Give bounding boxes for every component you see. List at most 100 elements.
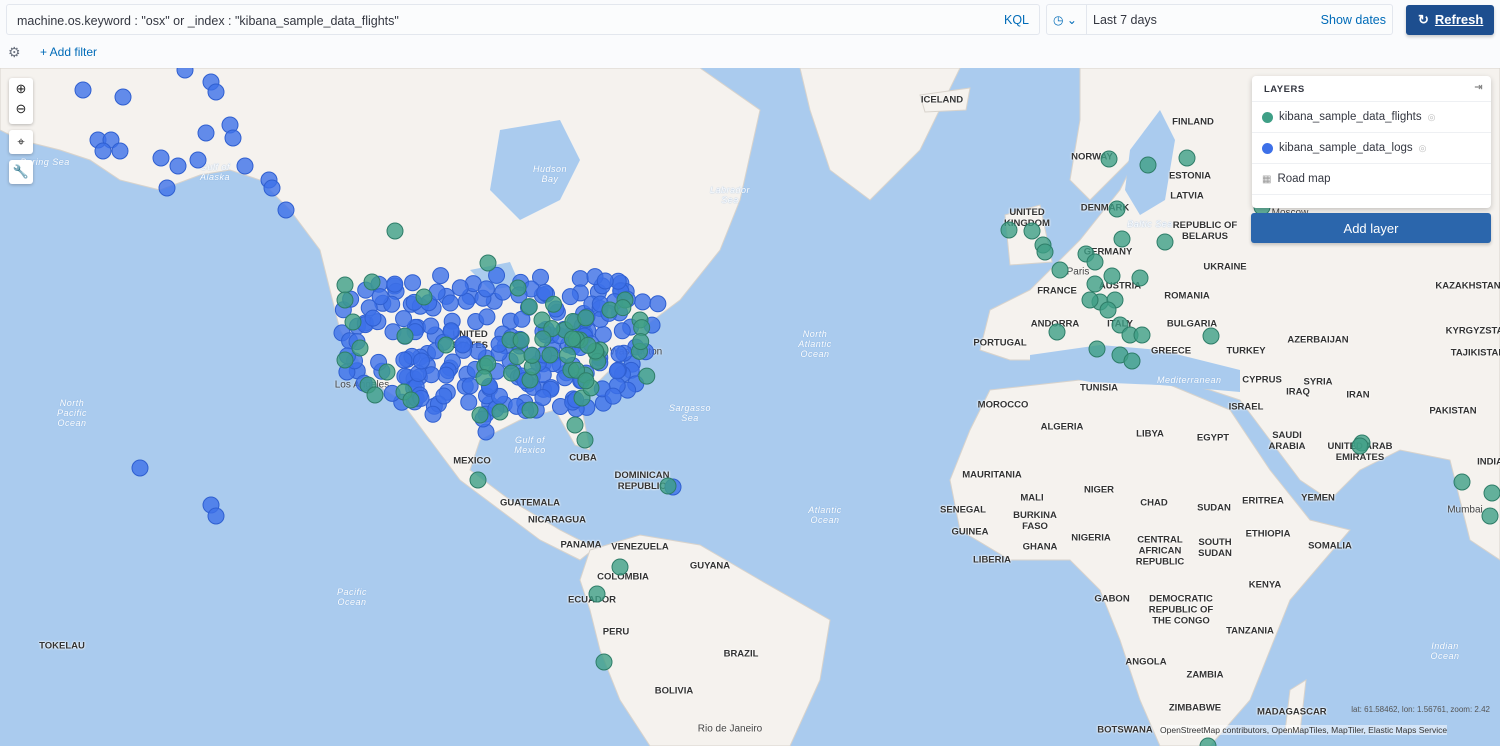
flights-point — [508, 348, 526, 366]
chevron-down-icon: ⌄ — [1066, 13, 1077, 27]
country-label: PANAMA — [560, 539, 602, 551]
country-label: ERITREA — [1242, 495, 1284, 507]
kql-toggle[interactable]: KQL — [1003, 13, 1029, 27]
country-label: GUATEMALA — [500, 497, 560, 509]
logs-point — [432, 267, 450, 285]
wrench-icon: 🔧 — [12, 164, 30, 179]
map-attribution[interactable]: OpenStreetMap contributors, OpenMapTiles… — [1160, 725, 1448, 735]
water-label: Atlantic Ocean — [808, 505, 842, 525]
country-label: BOLIVIA — [654, 685, 694, 697]
flights-point — [1351, 437, 1369, 455]
time-picker[interactable]: ◷ ⌄ Last 7 days Show dates — [1046, 4, 1393, 35]
flights-point — [1481, 507, 1499, 525]
tools-button[interactable]: 🔧 — [9, 160, 33, 184]
country-label: YEMEN — [1301, 492, 1335, 504]
flights-point — [1036, 243, 1054, 261]
time-range[interactable]: Last 7 days — [1093, 13, 1157, 27]
country-label: MALI — [1020, 492, 1044, 504]
collapse-panel-icon[interactable]: ⇥ — [1474, 82, 1483, 93]
country-label: MADAGASCAR — [1257, 706, 1327, 718]
water-label: Mediterranean — [1157, 375, 1222, 385]
logs-point — [596, 272, 614, 290]
layer-label: Road map — [1277, 173, 1331, 185]
logs-point — [236, 157, 254, 175]
logs-point — [197, 124, 215, 142]
zoom-controls: ⊕ ⊖ — [9, 78, 33, 124]
logs-point — [460, 393, 478, 411]
logs-point — [442, 322, 460, 340]
logs-point — [169, 157, 187, 175]
city-label: Paris — [1066, 266, 1090, 278]
country-label: GHANA — [1022, 541, 1058, 553]
fit-bounds-button[interactable]: ⌖ — [9, 130, 33, 154]
flights-point — [512, 331, 530, 349]
zoom-out-button[interactable]: ⊖ — [15, 101, 27, 116]
flights-point — [1048, 323, 1066, 341]
country-label: GABON — [1094, 593, 1130, 605]
query-bar: machine.os.keyword : "osx" or _index : "… — [0, 0, 1500, 68]
logs-point — [412, 352, 430, 370]
logs-point — [461, 377, 479, 395]
flights-point — [638, 367, 656, 385]
land-africa — [949, 379, 1351, 746]
query-input[interactable]: machine.os.keyword : "osx" or _index : "… — [6, 4, 1040, 35]
flights-point — [1199, 737, 1217, 746]
country-label: NIGERIA — [1071, 532, 1111, 544]
flights-point — [1139, 156, 1157, 174]
flights-point — [469, 471, 487, 489]
country-label: TURKEY — [1226, 345, 1266, 357]
country-label: LATVIA — [1170, 190, 1204, 202]
flights-point — [545, 295, 563, 313]
land-iceland — [919, 87, 971, 113]
flights-point — [378, 363, 396, 381]
show-dates-link[interactable]: Show dates — [1320, 13, 1386, 27]
gear-icon[interactable]: ⚙ — [8, 44, 21, 60]
flights-point — [579, 336, 597, 354]
layer-logs[interactable]: kibana_sample_data_logs ◎ — [1252, 133, 1491, 164]
logs-point — [94, 142, 112, 160]
city-label: Mumbai — [1447, 504, 1483, 516]
flights-point — [363, 273, 381, 291]
logs-point — [395, 351, 413, 369]
country-label: PORTUGAL — [973, 337, 1027, 349]
layer-flights[interactable]: kibana_sample_data_flights ◎ — [1252, 102, 1491, 133]
quick-select-button[interactable]: ◷ ⌄ — [1047, 5, 1087, 34]
logs-point — [634, 293, 652, 311]
flights-point — [1081, 291, 1099, 309]
country-label: DENMARK — [1080, 202, 1130, 214]
flights-point — [563, 330, 581, 348]
grid-icon: ▦ — [1262, 173, 1272, 185]
country-label: FRANCE — [1037, 285, 1077, 297]
layer-road-map[interactable]: ▦ Road map — [1252, 164, 1491, 195]
flights-point — [659, 477, 677, 495]
country-label: INDIA — [1477, 456, 1500, 468]
zoom-in-button[interactable]: ⊕ — [15, 81, 27, 96]
flights-point — [1133, 326, 1151, 344]
clock-icon: ◷ — [1053, 13, 1064, 27]
logs-point — [263, 179, 281, 197]
add-filter-button[interactable]: + Add filter — [40, 45, 98, 59]
flights-point — [1100, 150, 1118, 168]
water-label: Indian Ocean — [1430, 641, 1460, 661]
flights-point — [491, 403, 509, 421]
country-label: ESTONIA — [1168, 170, 1212, 182]
water-label: Hudson Bay — [532, 164, 568, 184]
country-label: ROMANIA — [1164, 290, 1210, 302]
logs-point — [513, 310, 531, 328]
logs-point — [386, 275, 404, 293]
country-label: SOMALIA — [1308, 540, 1352, 552]
country-label: GERMANY — [1083, 246, 1133, 258]
water-label: Gulf of Alaska — [199, 162, 230, 182]
country-label: VENEZUELA — [611, 541, 669, 553]
flights-point — [577, 372, 595, 390]
flights-point — [351, 339, 369, 357]
flights-point — [520, 298, 538, 316]
logs-point — [176, 68, 194, 79]
flights-point — [1099, 301, 1117, 319]
add-layer-button[interactable]: Add layer — [1251, 213, 1491, 243]
map-canvas[interactable]: ICELAND FINLAND NORWAY ESTONIA LATVIA DENMARK… — [0, 68, 1500, 746]
flights-point — [541, 346, 559, 364]
country-label: SUDAN — [1197, 502, 1231, 514]
refresh-button[interactable]: ↻ Refresh — [1406, 5, 1494, 35]
country-label: COLOMBIA — [597, 571, 649, 583]
